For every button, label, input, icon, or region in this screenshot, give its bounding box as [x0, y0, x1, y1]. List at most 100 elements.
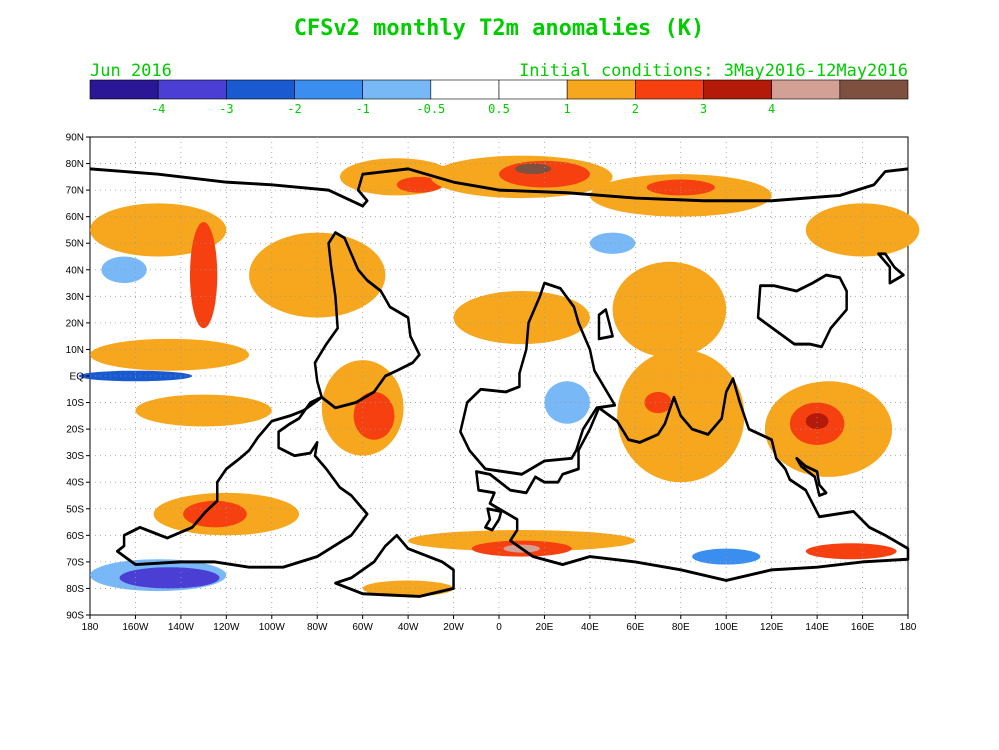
coastline-greenland — [334, 533, 455, 598]
lon-label: 120E — [760, 622, 784, 633]
colorbar-swatch — [839, 79, 909, 100]
lat-label: 40S — [66, 478, 84, 489]
coastline-new-zealand — [877, 252, 905, 285]
colorbar-swatch — [362, 79, 432, 100]
colorbar-label: -2 — [287, 102, 301, 116]
anomaly-patch — [589, 174, 772, 217]
colorbar-swatch — [771, 79, 841, 100]
anomaly-patch — [90, 203, 227, 257]
colorbar-swatch — [89, 79, 159, 100]
coastline-eurasia — [475, 377, 910, 582]
colorbar-swatch — [635, 79, 704, 100]
lon-label: 80W — [307, 622, 328, 633]
anomaly-patch — [805, 543, 897, 560]
lon-label: 0 — [496, 622, 502, 633]
lon-label: 40W — [398, 622, 419, 633]
coastline-japan — [795, 456, 828, 497]
lon-label: 180 — [82, 622, 99, 633]
lat-label: 60N — [66, 212, 84, 223]
lat-label: 40N — [66, 265, 84, 276]
lat-label: 10N — [66, 345, 84, 356]
colorbar-label: -3 — [219, 102, 233, 116]
anomaly-patch — [249, 232, 386, 318]
initial-conditions-label: Initial conditions: 3May2016-12May2016 — [519, 61, 908, 81]
lat-label: 20N — [66, 318, 84, 329]
colorbar — [89, 79, 909, 100]
anomaly-shading — [78, 155, 920, 597]
lat-label: 70S — [66, 557, 84, 568]
anomaly-patch — [396, 176, 443, 193]
lon-label: 100W — [259, 622, 286, 633]
colorbar-label: -0.5 — [416, 102, 445, 116]
colorbar-swatch — [566, 79, 636, 100]
coastline-north-america — [116, 395, 369, 569]
lon-label: 100E — [715, 622, 739, 633]
anomaly-patch — [805, 413, 829, 430]
anomaly-patch — [544, 381, 590, 424]
anomaly-patch — [119, 567, 220, 589]
coastline-africa — [459, 281, 617, 476]
coastline-antarctica — [89, 167, 909, 208]
anomaly-patch — [453, 291, 590, 345]
lon-label: 40E — [581, 622, 599, 633]
colorbar-label: -1 — [355, 102, 369, 116]
lon-label: 180 — [900, 622, 917, 633]
colorbar-swatch — [430, 79, 500, 100]
coastlines — [89, 167, 910, 598]
lon-label: 140E — [805, 622, 829, 633]
lon-label: 60W — [352, 622, 373, 633]
lat-label: 50S — [66, 504, 84, 515]
lon-label: 140W — [168, 622, 195, 633]
forecast-month-label: Jun 2016 — [90, 61, 172, 81]
anomaly-patch — [589, 232, 636, 254]
colorbar-swatch — [226, 79, 295, 100]
colorbar-label: -4 — [151, 102, 165, 116]
colorbar-label: 0.5 — [488, 102, 510, 116]
colorbar-label: 3 — [700, 102, 707, 116]
colorbar-label: 1 — [564, 102, 571, 116]
anomaly-patch — [805, 203, 920, 257]
colorbar-labels: -4 -3 -2 -1 -0.5 0.5 1 2 3 4 — [151, 102, 775, 116]
anomaly-patch — [189, 221, 218, 329]
colorbar-label: 4 — [768, 102, 775, 116]
colorbar-swatch — [498, 79, 568, 100]
lat-label: 80S — [66, 584, 84, 595]
coastline-madagascar — [597, 308, 614, 341]
anomaly-patch — [101, 256, 147, 284]
lat-label: 60S — [66, 531, 84, 542]
lon-label: 80E — [672, 622, 690, 633]
lat-label: 20S — [66, 425, 84, 436]
lat-label: 10S — [66, 398, 84, 409]
lon-label: 20E — [536, 622, 554, 633]
colorbar-label: 2 — [632, 102, 639, 116]
anomaly-patch — [644, 391, 672, 414]
anomaly-patch — [612, 261, 727, 358]
latitude-labels: 90N 80N 70N 60N 50N 40N 30N 20N 10N EQ 10S 20S 30S 40… — [66, 133, 90, 622]
lat-label: 90S — [66, 611, 84, 622]
world-map: 90N 80N 70N 60N 50N 40N 30N 20N 10N EQ 10S 20S 30S 40… — [66, 133, 920, 633]
lat-label: EQ — [70, 372, 85, 383]
colorbar-swatch — [157, 79, 227, 100]
lat-label: 50N — [66, 239, 84, 250]
lon-label: 160W — [122, 622, 149, 633]
anomaly-patch — [135, 394, 272, 427]
coastline-south-america — [313, 231, 421, 410]
colorbar-swatch — [703, 79, 772, 100]
lat-label: 30N — [66, 292, 84, 303]
anomaly-patch — [692, 548, 761, 565]
lat-label: 90N — [66, 133, 84, 144]
lon-label: 60E — [626, 622, 644, 633]
lon-label: 20W — [443, 622, 464, 633]
figure-title: CFSv2 monthly T2m anomalies (K) — [294, 16, 705, 41]
lat-label: 30S — [66, 451, 84, 462]
anomaly-patch — [89, 338, 250, 371]
anomaly-patch — [353, 391, 395, 440]
coastline-uk — [484, 507, 503, 532]
lon-label: 120W — [213, 622, 240, 633]
longitude-labels: 180 160W 140W 120W 100W 80W 60W 40W 20W 0 20E 40E 60… — [82, 615, 917, 633]
anomaly-patch — [514, 163, 552, 175]
lat-label: 80N — [66, 159, 84, 170]
lat-label: 70N — [66, 186, 84, 197]
lon-label: 160E — [851, 622, 875, 633]
